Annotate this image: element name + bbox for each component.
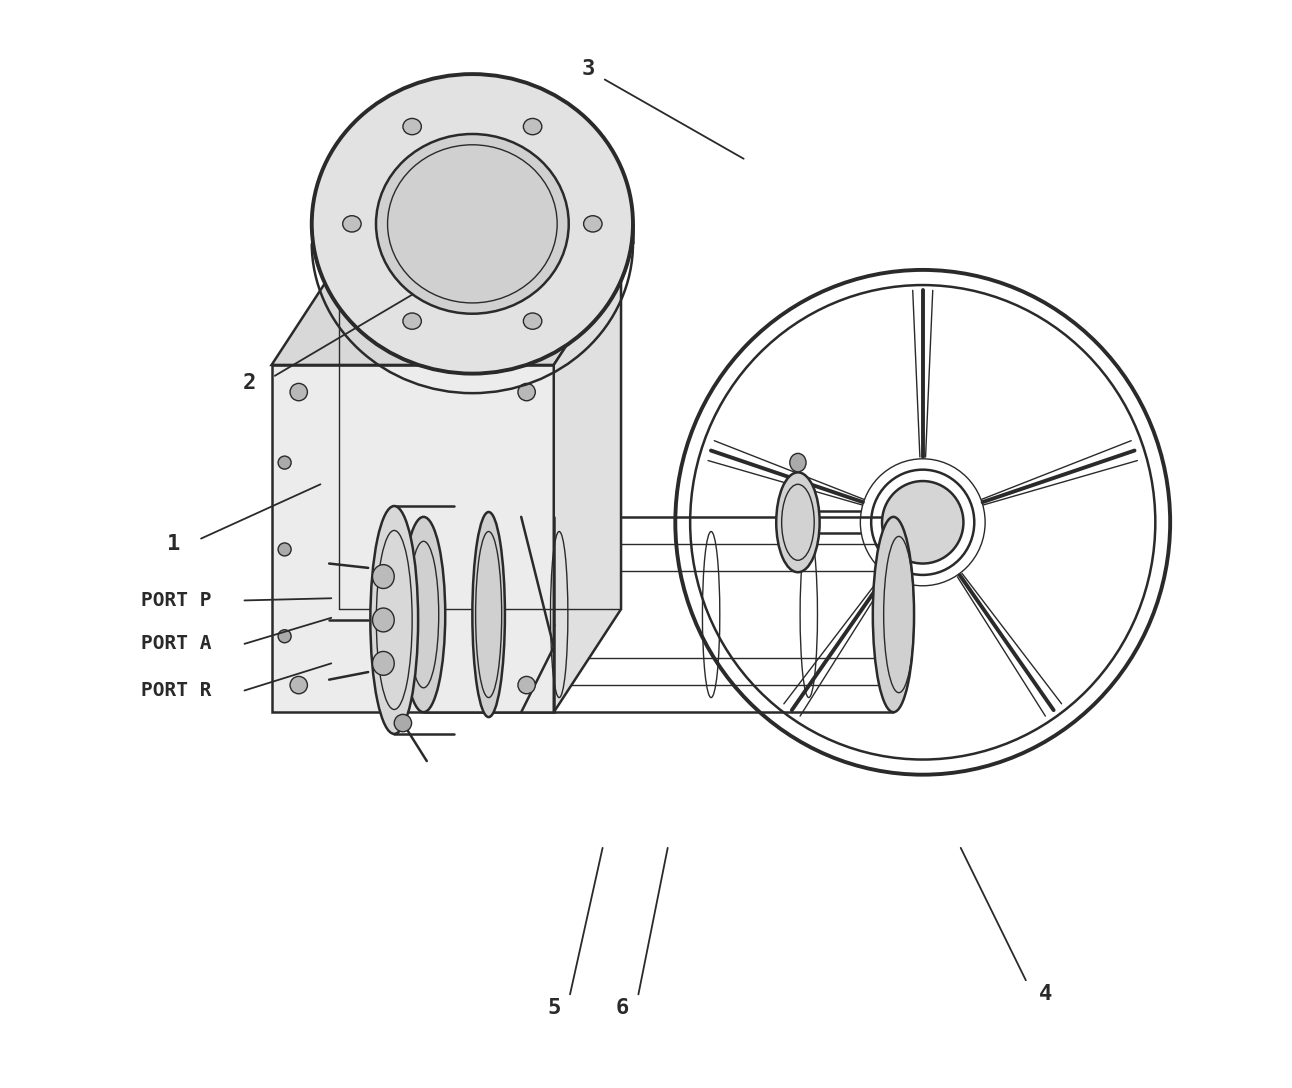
Ellipse shape [381,529,401,548]
Ellipse shape [381,594,401,614]
Ellipse shape [518,383,535,400]
Ellipse shape [371,506,419,734]
Text: PORT R: PORT R [141,681,212,700]
Ellipse shape [278,456,291,469]
Text: 5: 5 [547,999,561,1018]
Ellipse shape [873,517,913,713]
Ellipse shape [342,215,362,232]
Text: 1: 1 [167,534,181,554]
Ellipse shape [311,74,633,373]
Ellipse shape [394,715,412,732]
Text: 3: 3 [581,59,596,78]
Ellipse shape [523,119,541,135]
Ellipse shape [278,543,291,556]
Ellipse shape [372,565,394,589]
Ellipse shape [403,119,421,135]
Ellipse shape [473,512,505,717]
Ellipse shape [372,608,394,632]
Polygon shape [271,262,621,364]
Ellipse shape [402,517,446,713]
Polygon shape [271,364,554,713]
Ellipse shape [376,134,568,313]
Text: PORT A: PORT A [141,634,212,653]
Ellipse shape [289,677,307,694]
Ellipse shape [278,630,291,643]
Polygon shape [554,262,621,713]
Ellipse shape [584,215,602,232]
Ellipse shape [289,383,307,400]
Ellipse shape [776,472,819,572]
Text: PORT P: PORT P [141,591,212,610]
Ellipse shape [403,313,421,330]
Ellipse shape [518,677,535,694]
Ellipse shape [882,481,964,564]
Text: 2: 2 [243,373,257,394]
Ellipse shape [523,313,541,330]
Text: 4: 4 [1039,985,1052,1004]
Ellipse shape [789,454,806,472]
Text: 6: 6 [615,999,629,1018]
Ellipse shape [372,652,394,676]
